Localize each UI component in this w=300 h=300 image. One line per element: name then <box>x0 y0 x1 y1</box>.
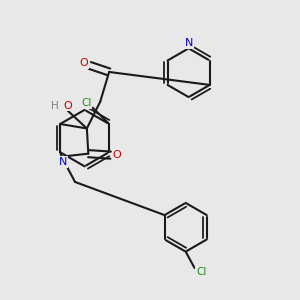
Text: N: N <box>59 157 67 167</box>
Text: O: O <box>113 150 122 160</box>
Text: N: N <box>184 38 193 48</box>
Text: H: H <box>51 100 59 111</box>
Text: Cl: Cl <box>81 98 92 108</box>
Text: Cl: Cl <box>196 267 206 277</box>
Text: O: O <box>79 58 88 68</box>
Text: O: O <box>63 100 72 111</box>
